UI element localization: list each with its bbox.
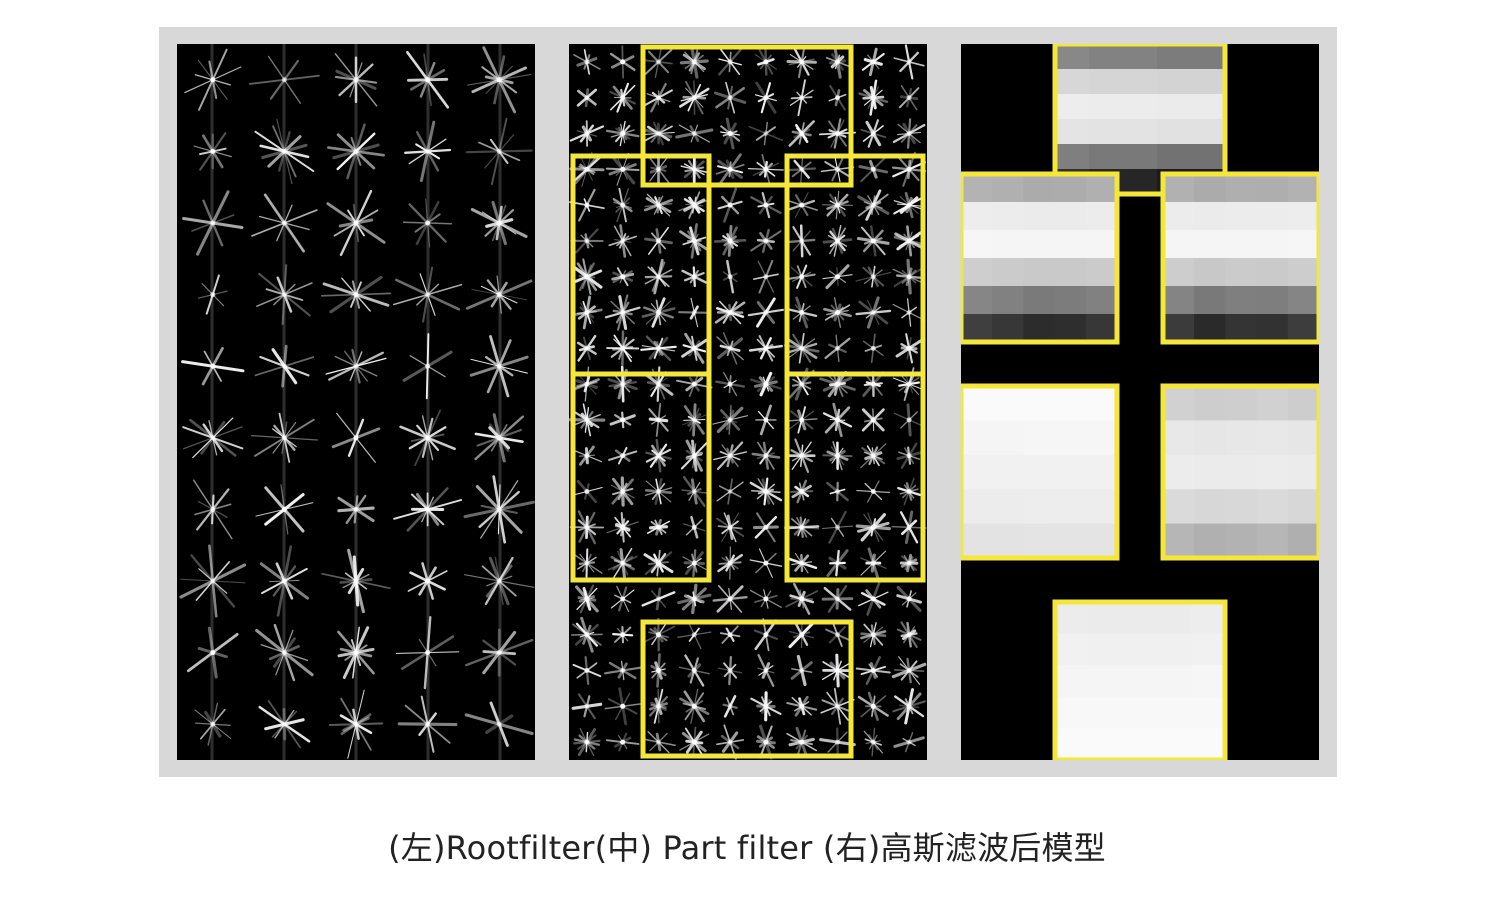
- figure-caption: (左)Rootfilter(中) Part filter (右)高斯滤波后模型: [388, 829, 1106, 867]
- root-filter-panel: [177, 44, 535, 760]
- gaussian-model-image: [961, 44, 1319, 760]
- root-filter-hog-image: [179, 44, 535, 760]
- gaussian-model-panel: [961, 44, 1319, 760]
- part-filter-hog-image: [569, 44, 927, 760]
- part-filter-panel: [569, 44, 927, 760]
- figure-frame: [159, 27, 1337, 777]
